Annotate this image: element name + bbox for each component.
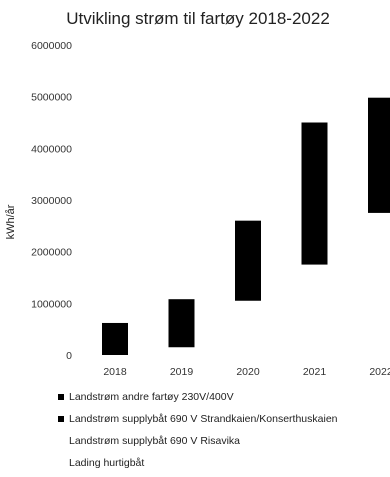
bar-2021-series-0 [301,264,328,355]
bar-2019-series-1 [168,299,195,348]
bar-2021-series-1 [301,122,328,265]
x-axis-ticks: 2018 2019 2020 2021 2022 [103,366,390,378]
y-tick-label: 3000000 [31,195,72,207]
y-tick-label: 0 [66,350,72,362]
chart-title: Utvikling strøm til fartøy 2018-2022 [66,9,330,28]
legend-swatch [58,460,64,466]
y-tick-label: 4000000 [31,143,72,155]
x-tick-label: 2022 [369,366,390,378]
legend-item: Landstrøm supplybåt 690 V Risavika [58,430,338,452]
bar-2022-series-1 [368,97,390,213]
legend-swatch [58,416,64,422]
y-tick-label: 5000000 [31,92,72,104]
bar-2018-series-1 [102,322,128,355]
legend-item: Landstrøm andre fartøy 230V/400V [58,386,338,408]
bar-2022-series-0 [368,212,390,355]
legend-label: Landstrøm supplybåt 690 V Strandkaien/Ko… [69,413,338,425]
y-axis-ticks: 0 1000000 2000000 3000000 4000000 5000000 6000… [31,40,72,362]
legend-label: Landstrøm andre fartøy 230V/400V [69,391,234,403]
x-tick-label: 2021 [303,366,327,378]
bar-2020-series-0 [235,300,261,355]
x-tick-label: 2019 [170,366,194,378]
bars [102,97,390,355]
legend-item: Landstrøm supplybåt 690 V Strandkaien/Ko… [58,408,338,430]
bar-2020-series-1 [235,220,261,301]
y-tick-label: 2000000 [31,247,72,259]
legend-item: Lading hurtigbåt [58,452,338,474]
legend: Landstrøm andre fartøy 230V/400V Landstr… [58,386,338,474]
legend-swatch [58,438,64,444]
x-tick-label: 2018 [103,366,127,378]
y-axis-label: kWh/år [5,204,17,239]
x-tick-label: 2020 [236,366,260,378]
legend-label: Landstrøm supplybåt 690 V Risavika [69,435,240,447]
legend-label: Lading hurtigbåt [69,457,145,469]
y-tick-label: 6000000 [31,40,72,52]
y-tick-label: 1000000 [31,298,72,310]
bar-2019-series-0 [168,347,195,355]
legend-swatch [58,394,64,400]
